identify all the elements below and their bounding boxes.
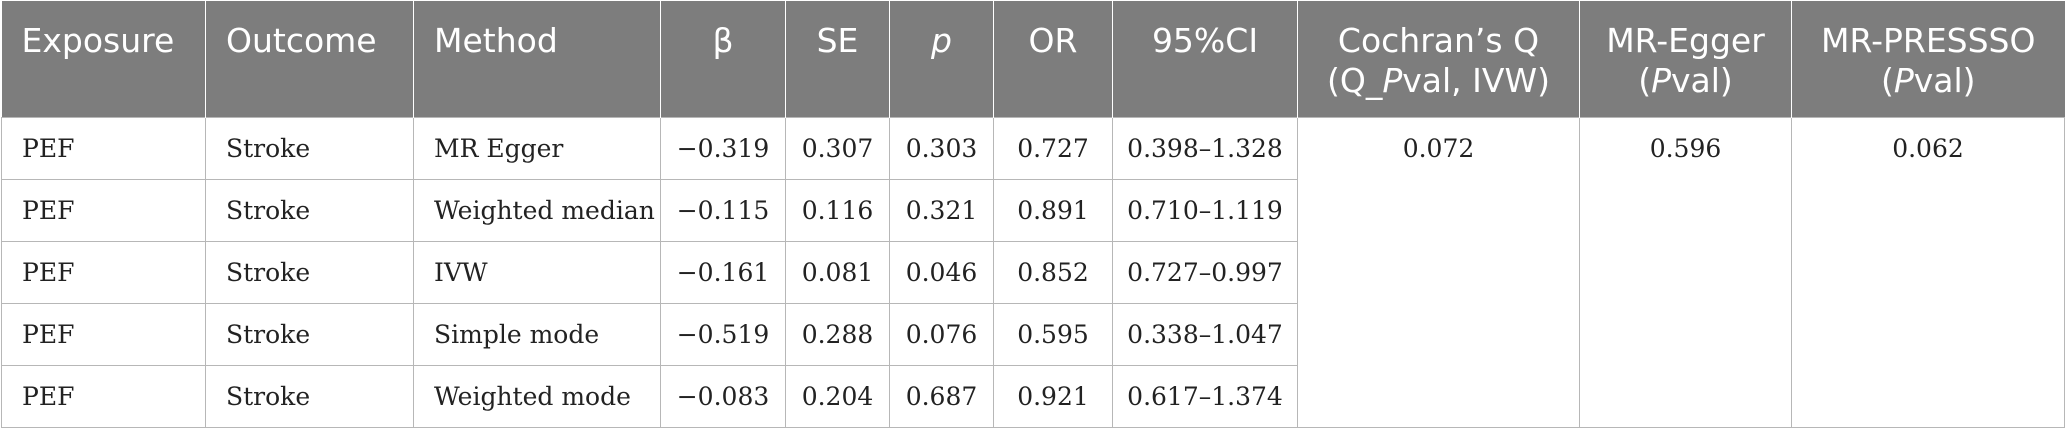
cell-beta: −0.319 — [660, 116, 786, 180]
mr-egger-p: P — [1651, 61, 1671, 100]
cell-beta: −0.083 — [660, 364, 786, 428]
cell-ci: 0.710–1.119 — [1112, 178, 1298, 242]
col-mr-presso: MR-PRESSSO (Pval) — [1791, 1, 2065, 117]
cell-method: Weighted median — [413, 178, 661, 242]
cell-ci: 0.338–1.047 — [1112, 302, 1298, 366]
cell-method: MR Egger — [413, 116, 661, 180]
cell-se: 0.307 — [785, 116, 890, 180]
col-outcome: Outcome — [205, 1, 414, 117]
col-cochran-q: Cochran’s Q (Q_Pval, IVW) — [1297, 1, 1580, 117]
cell-or: 0.727 — [993, 116, 1113, 180]
cell-method: Simple mode — [413, 302, 661, 366]
col-exposure: Exposure — [1, 1, 206, 117]
cell-or: 0.852 — [993, 240, 1113, 304]
col-beta: β — [660, 1, 786, 117]
col-method: Method — [413, 1, 661, 117]
cochran-q-p: P — [1382, 61, 1403, 100]
table-header: Exposure Outcome Method β SE p OR 95%CI … — [1, 1, 2065, 117]
cell-exposure: PEF — [1, 116, 206, 180]
table-row: PEF Stroke Weighted mode −0.083 0.204 0.… — [1, 364, 2065, 428]
cochran-q-open: (Q_ — [1327, 61, 1383, 100]
col-mr-egger: MR-Egger (Pval) — [1579, 1, 1792, 117]
cochran-q-title: Cochran’s Q — [1337, 21, 1540, 60]
col-se: SE — [785, 1, 890, 117]
cell-se: 0.288 — [785, 302, 890, 366]
cell-beta: −0.161 — [660, 240, 786, 304]
mr-presso-title: MR-PRESSSO — [1821, 21, 2036, 60]
cell-outcome: Stroke — [205, 302, 414, 366]
cell-ci: 0.617–1.374 — [1112, 364, 1298, 428]
cell-outcome: Stroke — [205, 178, 414, 242]
col-ci: 95%CI — [1112, 1, 1298, 117]
col-p: p — [889, 1, 994, 117]
col-or: OR — [993, 1, 1113, 117]
mr-egger-title: MR-Egger — [1606, 21, 1765, 60]
mr-presso-p: P — [1893, 61, 1914, 100]
cell-method: IVW — [413, 240, 661, 304]
cell-p: 0.076 — [889, 302, 994, 366]
cell-mr-egger: 0.596 — [1579, 116, 1792, 428]
cell-beta: −0.115 — [660, 178, 786, 242]
table-row: PEF Stroke IVW −0.161 0.081 0.046 0.852 … — [1, 240, 2065, 304]
cell-p: 0.321 — [889, 178, 994, 242]
cell-beta: −0.519 — [660, 302, 786, 366]
cell-ci: 0.398–1.328 — [1112, 116, 1298, 180]
cell-or: 0.891 — [993, 178, 1113, 242]
table-row: PEF Stroke Simple mode −0.519 0.288 0.07… — [1, 302, 2065, 366]
cell-outcome: Stroke — [205, 364, 414, 428]
table-row: PEF Stroke MR Egger −0.319 0.307 0.303 0… — [1, 116, 2065, 428]
cell-p: 0.687 — [889, 364, 994, 428]
cell-outcome: Stroke — [205, 240, 414, 304]
cell-outcome: Stroke — [205, 116, 414, 180]
mr-presso-rest: val) — [1913, 61, 1976, 100]
mr-presso-open: ( — [1880, 61, 1894, 100]
cell-method: Weighted mode — [413, 364, 661, 428]
cell-se: 0.204 — [785, 364, 890, 428]
header-row: Exposure Outcome Method β SE p OR 95%CI … — [1, 1, 2065, 117]
mr-results-table: Exposure Outcome Method β SE p OR 95%CI … — [1, 1, 2065, 428]
cell-exposure: PEF — [1, 240, 206, 304]
mr-egger-rest: val) — [1670, 61, 1733, 100]
mr-egger-open: ( — [1638, 61, 1652, 100]
cell-or: 0.595 — [993, 302, 1113, 366]
cell-exposure: PEF — [1, 178, 206, 242]
cell-or: 0.921 — [993, 364, 1113, 428]
cell-exposure: PEF — [1, 302, 206, 366]
cell-mr-presso: 0.062 — [1791, 116, 2065, 428]
cell-exposure: PEF — [1, 364, 206, 428]
cell-p: 0.046 — [889, 240, 994, 304]
cell-p: 0.303 — [889, 116, 994, 180]
cochran-q-rest: val, IVW) — [1402, 61, 1550, 100]
table-body: PEF Stroke MR Egger −0.319 0.307 0.303 0… — [1, 116, 2065, 428]
cell-ci: 0.727–0.997 — [1112, 240, 1298, 304]
cell-se: 0.116 — [785, 178, 890, 242]
cell-cochran-q: 0.072 — [1297, 116, 1580, 428]
cell-se: 0.081 — [785, 240, 890, 304]
